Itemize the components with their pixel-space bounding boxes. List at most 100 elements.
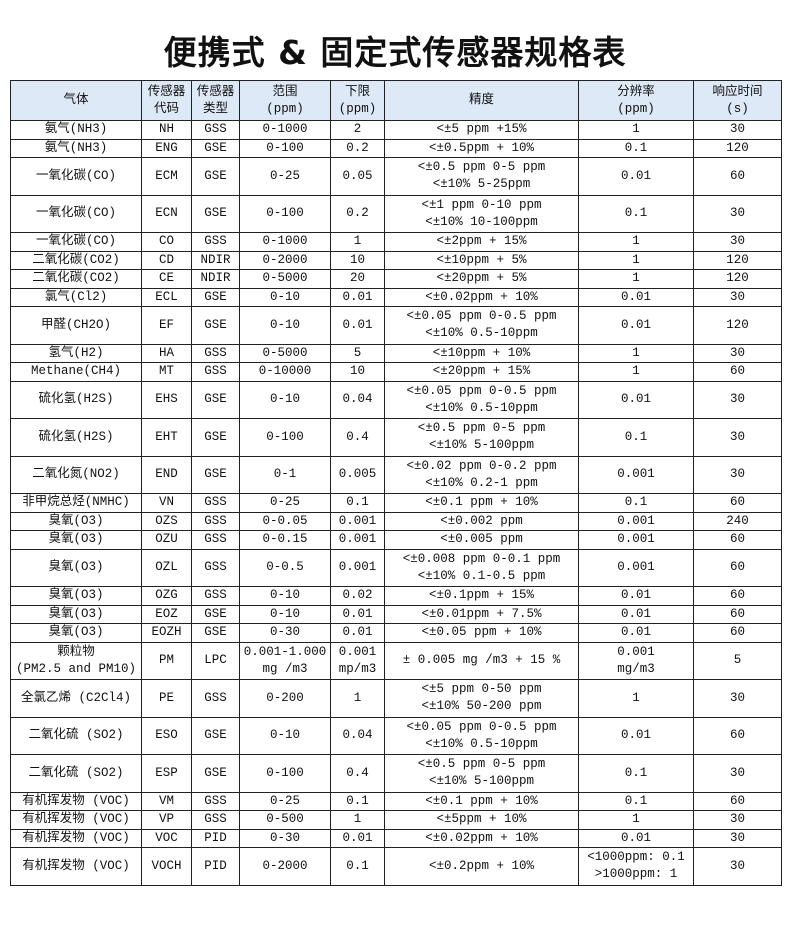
cell-lower-limit: 0.01 [330, 604, 385, 624]
cell-text: CD [158, 252, 174, 267]
cell-gas: 硫化氢(H2S) [10, 418, 142, 457]
cell-text: END [155, 467, 178, 482]
table-row: 二氧化硫 (SO2) ESO GSE 0-10 0.04 <±0.05 ppm 0-0.5… [10, 716, 782, 755]
cell-text: 类型 [202, 101, 228, 116]
table-row: 一氧化碳(CO) ECN GSE 0-100 0.2 <±1 ppm 0-10 ppm <±… [10, 194, 782, 233]
cell-gas: 二氧化氮(NO2) [10, 455, 142, 494]
cell-gas: 有机挥发物 (VOC) [10, 810, 142, 830]
cell-text: <±0.002 ppm [440, 513, 523, 528]
cell-text: 0.01 [620, 317, 651, 332]
cell-gas: 氨气(NH3) [10, 120, 142, 140]
cell-accuracy: <±0.1ppm + 15% [384, 586, 579, 606]
cell-text: NDIR [200, 252, 231, 267]
cell-text: 0-30 [269, 625, 300, 640]
cell-text: NH [158, 122, 174, 137]
cell-text: 60 [729, 495, 745, 510]
cell-text: EOZ [155, 606, 178, 621]
cell-range: 0-10 [239, 716, 331, 755]
cell-text: 30 [729, 429, 745, 444]
cell-resolution: 0.1 [578, 194, 694, 233]
cell-text: CO [158, 234, 174, 249]
cell-lower-limit: 0.1 [330, 791, 385, 811]
cell-accuracy: <±0.02ppm + 10% [384, 287, 579, 307]
cell-text: 氢气(H2) [48, 345, 104, 360]
cell-text: GSE [204, 289, 227, 304]
cell-text: 0-2000 [262, 858, 308, 873]
cell-gas: 硫化氢(H2S) [10, 380, 142, 419]
column-header-sensor-type: 传感器 类型 [191, 80, 240, 121]
cell-text: 精度 [468, 93, 494, 107]
cell-gas: Methane(CH4) [10, 362, 142, 382]
cell-accuracy: <±0.1 ppm + 10% [384, 791, 579, 811]
cell-text: 氨气(NH3) [44, 122, 108, 137]
cell-text: 二氧化硫 (SO2) [28, 765, 124, 780]
cell-range: 0-10 [239, 287, 331, 307]
cell-text: 60 [729, 168, 745, 183]
cell-text: GSE [204, 429, 227, 444]
cell-lower-limit: 0.1 [330, 847, 385, 886]
cell-range: 0-1000 [239, 232, 331, 252]
cell-lower-limit: 0.01 [330, 623, 385, 643]
cell-text: 1 [632, 364, 640, 379]
cell-text: 0.2 [346, 206, 369, 221]
table-row: 臭氧(O3) OZG GSS 0-10 0.02 <±0.1ppm + 15% 0.01 60 [10, 586, 782, 606]
cell-text: 分辨率 [617, 84, 655, 99]
cell-text: GSE [204, 206, 227, 221]
cell-text: 臭氧(O3) [48, 625, 104, 640]
cell-text: 0-1000 [262, 122, 308, 137]
cell-sensor-code: CD [141, 250, 192, 270]
cell-sensor-code: OZS [141, 511, 192, 531]
cell-sensor-type: GSS [191, 120, 240, 140]
cell-sensor-type: GSE [191, 604, 240, 624]
cell-text: HA [158, 345, 174, 360]
cell-text: 0.01 [620, 168, 651, 183]
cell-text: 30 [729, 234, 745, 249]
cell-text: <±0.01ppm + 7.5% [421, 606, 542, 621]
cell-text: 一氧化碳(CO) [35, 206, 116, 221]
cell-sensor-code: ECL [141, 287, 192, 307]
cell-text: NDIR [200, 271, 231, 286]
cell-gas: 氨气(NH3) [10, 138, 142, 158]
cell-text: <±0.5ppm + 10% [428, 140, 535, 155]
cell-text: 代码 [153, 101, 179, 116]
cell-range: 0-0.5 [239, 548, 331, 587]
cell-text: <±0.2ppm + 10% [428, 858, 535, 873]
cell-text: EOZH [151, 625, 182, 640]
cell-text: 甲醛(CH2O) [40, 317, 111, 332]
cell-text: <±0.1ppm + 15% [428, 588, 535, 603]
cell-text: 0-1 [273, 467, 297, 482]
cell-resolution: 0.1 [578, 418, 694, 457]
cell-gas: 二氧化碳(CO2) [10, 269, 142, 289]
cell-text: EHT [155, 429, 178, 444]
cell-text: <±10% 10-100ppm [425, 214, 538, 229]
cell-lower-limit: 0.01 [330, 306, 385, 345]
cell-sensor-type: PID [191, 847, 240, 886]
cell-response-time: 5 [693, 641, 782, 680]
cell-lower-limit: 0.001 [330, 511, 385, 531]
cell-resolution: 0.01 [578, 828, 694, 848]
cell-sensor-type: GSS [191, 362, 240, 382]
cell-text: 20 [349, 271, 365, 286]
cell-range: 0-2000 [239, 250, 331, 270]
cell-resolution: 0.001 mg/m3 [578, 641, 694, 680]
cell-sensor-type: GSS [191, 791, 240, 811]
cell-gas: 有机挥发物 (VOC) [10, 791, 142, 811]
cell-text: GSS [204, 690, 227, 705]
cell-sensor-type: GSE [191, 138, 240, 158]
cell-text: <±10% 5-100ppm [428, 438, 535, 453]
cell-text: GSE [204, 625, 227, 640]
cell-text: 响应时间 [712, 84, 763, 99]
cell-resolution: 0.001 [578, 530, 694, 550]
cell-text: 0.1 [624, 793, 648, 808]
cell-sensor-code: MT [141, 362, 192, 382]
cell-sensor-type: GSS [191, 511, 240, 531]
cell-accuracy: <±0.5 ppm 0-5 ppm <±10% 5-100ppm [384, 418, 579, 457]
cell-text: 下限 [344, 84, 370, 99]
cell-text: 0.01 [620, 289, 651, 304]
cell-text: 0-10 [269, 289, 300, 304]
cell-text: 0.01 [342, 289, 373, 304]
cell-accuracy: <±1 ppm 0-10 ppm <±10% 10-100ppm [384, 194, 579, 233]
table-row: 硫化氢(H2S) EHS GSE 0-10 0.04 <±0.05 ppm 0-0.5 p… [10, 380, 782, 419]
cell-text: <±5ppm + 10% [436, 812, 527, 827]
cell-accuracy: <±0.005 ppm [384, 530, 579, 550]
